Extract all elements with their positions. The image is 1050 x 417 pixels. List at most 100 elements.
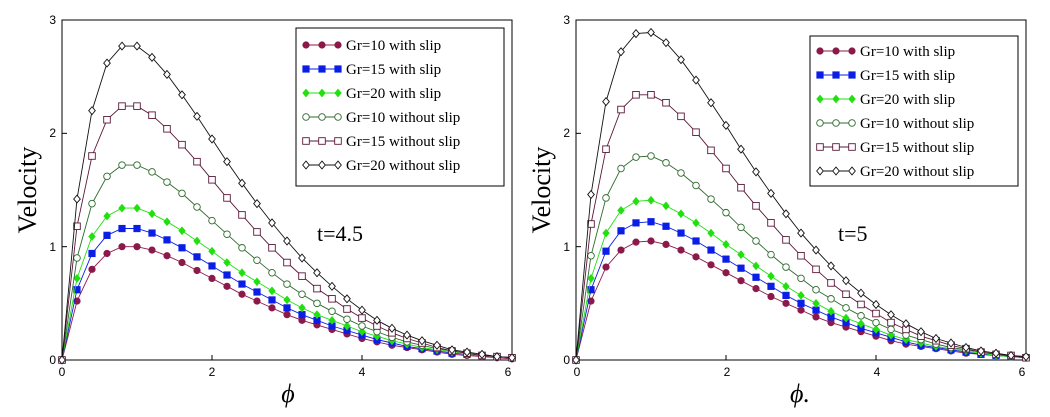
- legend-marker: [816, 94, 824, 104]
- x-tick-label: 4: [359, 365, 366, 379]
- data-point: [752, 237, 760, 245]
- data-point: [827, 295, 835, 303]
- data-point: [403, 330, 411, 340]
- legend-marker: [318, 88, 326, 98]
- plot-area-left: [58, 19, 516, 365]
- legend-marker: [302, 41, 310, 49]
- data-point: [602, 228, 610, 238]
- data-point: [677, 112, 685, 121]
- data-point: [163, 178, 171, 186]
- data-point: [358, 314, 366, 322]
- legend-entry: Gr=15 with slip: [816, 68, 955, 84]
- data-point: [1022, 352, 1030, 362]
- data-point: [73, 286, 81, 294]
- data-point: [647, 237, 655, 245]
- data-point: [193, 157, 201, 166]
- x-axis-title: ϕ: [281, 379, 294, 408]
- data-point: [782, 291, 790, 300]
- data-point: [118, 203, 126, 213]
- data-point: [298, 253, 306, 263]
- data-point: [662, 201, 670, 211]
- plot-area-right: [572, 19, 1030, 365]
- legend-marker: [318, 41, 326, 49]
- legend-marker: [334, 113, 342, 121]
- data-point: [148, 246, 156, 254]
- legend-label: Gr=10 without slip: [860, 116, 974, 132]
- legend-marker: [334, 41, 342, 49]
- data-point: [617, 105, 625, 114]
- data-point: [268, 244, 276, 252]
- data-point: [328, 281, 336, 291]
- data-point: [193, 236, 201, 246]
- data-point: [313, 310, 321, 320]
- legend-marker: [302, 113, 310, 121]
- data-point: [223, 157, 231, 167]
- data-point: [737, 250, 745, 259]
- data-point: [617, 47, 625, 57]
- data-point: [767, 188, 775, 198]
- data-point: [752, 285, 760, 293]
- legend-marker: [318, 160, 326, 170]
- data-point: [872, 309, 880, 318]
- data-point: [932, 333, 940, 344]
- data-point: [163, 236, 171, 244]
- data-point: [103, 249, 111, 258]
- legend-marker: [334, 137, 342, 145]
- data-point: [722, 164, 730, 173]
- data-point: [178, 189, 186, 198]
- data-point: [827, 279, 835, 287]
- legend-marker: [318, 113, 326, 121]
- legend-marker: [832, 71, 840, 79]
- annotation-time: t=4.5: [317, 221, 363, 246]
- data-point: [662, 159, 670, 167]
- legend-marker: [832, 143, 840, 151]
- data-point: [902, 319, 910, 329]
- data-point: [782, 236, 790, 244]
- data-point: [73, 254, 81, 262]
- data-point: [358, 305, 366, 315]
- legend-entry: Gr=15 with slip: [302, 62, 441, 78]
- data-point: [872, 299, 880, 310]
- legend-entry: Gr=10 without slip: [302, 110, 460, 126]
- data-point: [872, 325, 880, 334]
- legend-marker: [334, 65, 342, 73]
- data-point: [268, 296, 276, 304]
- data-point: [343, 294, 351, 304]
- data-point: [677, 229, 685, 237]
- data-point: [887, 318, 895, 327]
- data-point: [178, 90, 186, 100]
- legend-box: [295, 27, 505, 187]
- data-point: [632, 238, 640, 246]
- data-point: [238, 280, 246, 288]
- legend-entry: Gr=10 without slip: [816, 116, 974, 132]
- data-point: [737, 277, 745, 285]
- legend-label: Gr=10 without slip: [346, 110, 460, 126]
- data-point: [722, 269, 730, 277]
- legend-marker: [832, 94, 840, 104]
- data-point: [358, 322, 366, 330]
- legend-label: Gr=15 without slip: [346, 134, 460, 150]
- legend-marker: [832, 119, 840, 127]
- data-point: [148, 209, 156, 219]
- legend-label: Gr=10 with slip: [346, 38, 441, 54]
- y-tick-label: 0: [49, 353, 56, 367]
- data-point: [268, 268, 276, 277]
- data-point: [73, 222, 81, 231]
- data-point: [602, 263, 610, 271]
- legend-label: Gr=20 without slip: [346, 158, 460, 174]
- data-point: [842, 276, 850, 286]
- data-point: [797, 274, 805, 283]
- data-point: [163, 125, 171, 133]
- data-point: [88, 199, 96, 208]
- data-point: [163, 252, 171, 260]
- data-point: [238, 244, 246, 252]
- data-point: [887, 325, 895, 334]
- data-point: [797, 306, 805, 314]
- data-point: [707, 98, 715, 108]
- data-point: [662, 38, 670, 48]
- data-point: [88, 265, 96, 273]
- data-point: [283, 258, 291, 267]
- data-point: [797, 251, 805, 260]
- data-point: [692, 128, 700, 136]
- data-point: [677, 246, 685, 254]
